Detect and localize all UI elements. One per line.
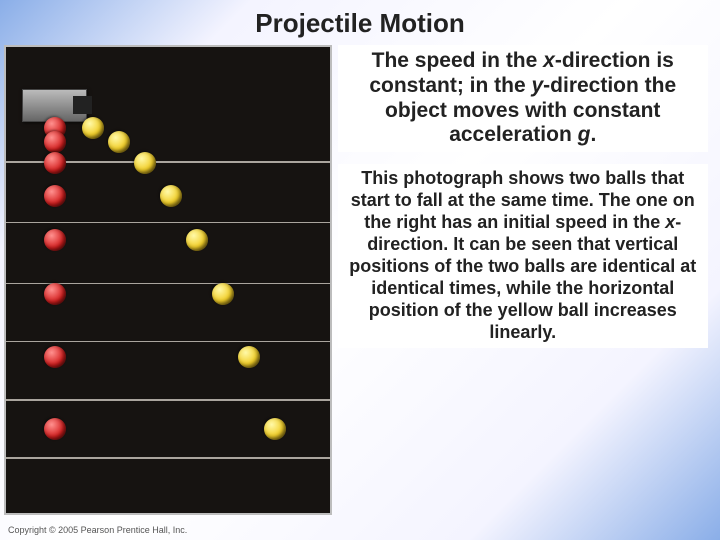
red-ball — [44, 418, 66, 440]
red-ball — [44, 185, 66, 207]
time-grid-line — [6, 341, 330, 343]
red-ball — [44, 283, 66, 305]
yellow-ball — [82, 117, 104, 139]
main-statement: The speed in the x-direction is constant… — [338, 45, 708, 152]
red-ball — [44, 229, 66, 251]
time-grid-line — [6, 222, 330, 224]
content-row: Copyright © 2005 Pearson Prentice Hall, … — [0, 41, 720, 535]
time-grid-line — [6, 399, 330, 401]
yellow-ball — [186, 229, 208, 251]
photo-column: Copyright © 2005 Pearson Prentice Hall, … — [4, 45, 332, 535]
yellow-ball — [264, 418, 286, 440]
red-ball — [44, 152, 66, 174]
strobe-photo — [4, 45, 332, 515]
yellow-ball — [134, 152, 156, 174]
yellow-ball — [160, 185, 182, 207]
photo-caption: This photograph shows two balls that sta… — [338, 164, 708, 348]
page-title: Projectile Motion — [0, 0, 720, 41]
text-column: The speed in the x-direction is constant… — [332, 45, 716, 535]
copyright-text: Copyright © 2005 Pearson Prentice Hall, … — [8, 525, 187, 535]
time-grid-line — [6, 457, 330, 459]
yellow-ball — [238, 346, 260, 368]
red-ball — [44, 346, 66, 368]
red-ball — [44, 131, 66, 153]
yellow-ball — [212, 283, 234, 305]
yellow-ball — [108, 131, 130, 153]
